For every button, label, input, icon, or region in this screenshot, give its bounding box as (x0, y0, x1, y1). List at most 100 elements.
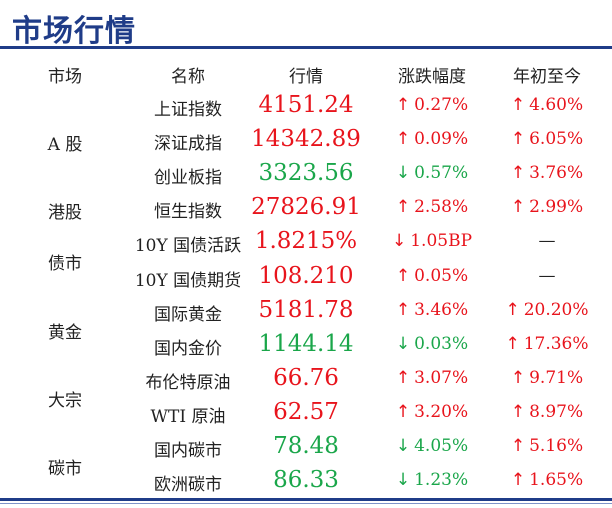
arrow-up-icon: ↑ (395, 95, 411, 115)
row-ytd: ↑ 17.36% (482, 334, 612, 354)
row-ytd: ↑ 5.16% (482, 436, 612, 456)
row-name: 上证指数 (154, 100, 222, 120)
row-name: 10Y 国债期货 (134, 270, 242, 291)
row-name: 国内金价 (154, 338, 222, 359)
row-change-value: 2.58% (414, 197, 469, 218)
row-change-value: 3.46% (414, 299, 469, 320)
arrow-up-icon: ↑ (395, 197, 411, 218)
row-ytd-value: — (538, 231, 556, 252)
row-change-value: 0.05% (414, 265, 469, 286)
row-change-value: 3.07% (414, 367, 469, 388)
row-change: ↑ 0.09% (367, 129, 497, 149)
row-ytd: ↑ 2.99% (482, 197, 612, 217)
arrow-up-icon: ↑ (505, 333, 520, 354)
row-name: 创业板指 (154, 168, 222, 189)
row-change: ↓ 0.03% (367, 334, 497, 354)
title-divider (0, 46, 612, 49)
arrow-up-icon: ↑ (510, 129, 526, 150)
market-label: 碳市 (48, 459, 82, 480)
row-ytd-value: 1.65% (529, 470, 584, 491)
row-ytd: ↑ 6.05% (482, 129, 612, 149)
row-change-value: 1.23% (414, 470, 469, 491)
arrow-down-icon: ↓ (395, 333, 411, 354)
row-value: 78.48 (273, 433, 339, 459)
row-name: 布伦特原油 (145, 372, 231, 393)
row-change-value: 0.09% (414, 129, 469, 150)
row-value: 27826.91 (251, 194, 361, 221)
bottom-divider (0, 498, 612, 501)
row-ytd: ↑ 9.71% (482, 368, 612, 388)
market-label: 黄金 (48, 322, 82, 343)
market-label: 港股 (48, 203, 82, 224)
row-name: 欧洲碳市 (154, 475, 222, 496)
row-ytd-value: 6.05% (529, 129, 584, 150)
row-ytd: ↑ 4.60% (482, 95, 612, 115)
row-change: ↓ 0.57% (367, 163, 497, 183)
header-quote: 行情 (289, 67, 323, 87)
arrow-down-icon: ↓ (395, 436, 411, 456)
arrow-up-icon: ↑ (510, 163, 526, 184)
row-change: ↑ 0.27% (367, 95, 497, 115)
arrow-up-icon: ↑ (395, 129, 411, 150)
arrow-up-icon: ↑ (505, 299, 520, 320)
row-value: 62.57 (273, 398, 339, 425)
row-change: ↑ 2.58% (367, 197, 497, 217)
arrow-down-icon: ↓ (395, 470, 411, 491)
row-change: ↑ 0.05% (367, 266, 497, 286)
arrow-up-icon: ↑ (395, 299, 411, 320)
header-name: 名称 (171, 67, 205, 87)
row-ytd-value: 5.16% (529, 436, 584, 456)
row-ytd-value: 4.60% (529, 95, 584, 115)
row-ytd: — (482, 231, 612, 251)
row-change-value: 3.20% (414, 401, 469, 422)
row-name: 深证成指 (154, 134, 222, 155)
row-name: WTI 原油 (150, 406, 226, 427)
row-value: 14342.89 (251, 126, 361, 153)
row-change-value: 0.57% (414, 163, 469, 184)
arrow-up-icon: ↑ (510, 436, 526, 456)
row-name: 10Y 国债活跃 (134, 236, 242, 257)
row-value: 1144.14 (258, 330, 354, 357)
row-ytd: — (482, 266, 612, 286)
row-change-value: 0.27% (414, 95, 469, 115)
bottom-divider-thin (0, 503, 612, 504)
arrow-up-icon: ↑ (395, 401, 411, 422)
row-value: 86.33 (273, 467, 339, 494)
header-change: 涨跌幅度 (398, 67, 466, 87)
arrow-up-icon: ↑ (395, 367, 411, 388)
row-ytd: ↑ 20.20% (482, 300, 612, 320)
page-title: 市场行情 (12, 14, 136, 49)
row-change-value: 0.03% (414, 333, 469, 354)
row-ytd-value: 2.99% (529, 197, 584, 218)
row-value: 66.76 (273, 364, 339, 391)
row-ytd: ↑ 1.65% (482, 470, 612, 490)
row-change: ↑ 3.07% (367, 368, 497, 388)
row-name: 国内碳市 (154, 441, 222, 461)
header-market: 市场 (48, 67, 82, 87)
row-value: 5181.78 (258, 296, 354, 323)
row-change: ↑ 3.46% (367, 300, 497, 320)
row-ytd-value: 20.20% (523, 299, 589, 320)
row-change-value: 4.05% (414, 436, 469, 456)
market-label: 债市 (48, 254, 82, 275)
arrow-up-icon: ↑ (510, 367, 526, 388)
market-label: A 股 (47, 135, 83, 156)
arrow-up-icon: ↑ (510, 401, 526, 422)
header-ytd: 年初至今 (513, 67, 581, 87)
market-label: 大宗 (48, 390, 82, 411)
row-ytd-value: 9.71% (529, 367, 584, 388)
row-value: 1.8215% (254, 228, 358, 255)
row-value: 3323.56 (258, 160, 354, 187)
row-name: 恒生指数 (154, 202, 222, 223)
row-ytd-value: 8.97% (529, 401, 584, 422)
row-value: 108.210 (258, 262, 354, 289)
arrow-up-icon: ↑ (510, 197, 526, 218)
row-ytd-value: 17.36% (523, 333, 589, 354)
row-ytd: ↑ 8.97% (482, 402, 612, 422)
row-change: ↓ 4.05% (367, 436, 497, 456)
row-ytd-value: 3.76% (529, 163, 584, 184)
arrow-down-icon: ↓ (391, 231, 407, 252)
row-name: 国际黄金 (154, 304, 222, 325)
arrow-up-icon: ↑ (510, 470, 526, 491)
arrow-up-icon: ↑ (395, 265, 411, 286)
